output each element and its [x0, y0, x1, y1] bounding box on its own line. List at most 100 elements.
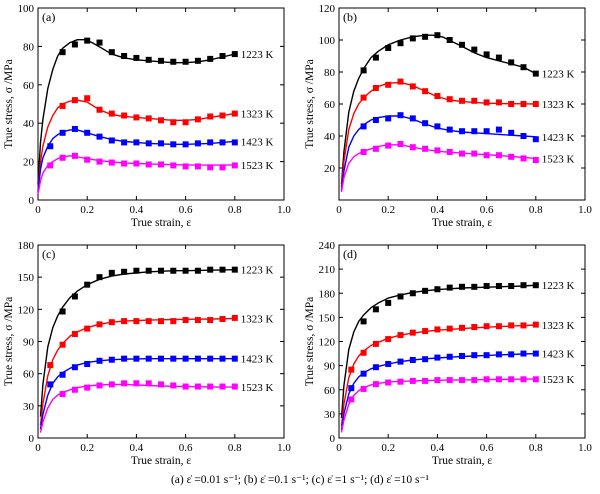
data-point: [446, 37, 453, 43]
data-point: [532, 376, 539, 383]
data-point: [121, 380, 128, 387]
data-point: [219, 355, 226, 362]
data-point: [158, 318, 164, 325]
data-point: [446, 284, 453, 291]
chart-panel-a: 0 0.2 0.4 0.6 0.8 1.0 0 20 40 60 80 100 True strain,…: [3, 3, 291, 229]
data-point: [231, 266, 238, 273]
data-point: [71, 97, 78, 104]
data-point: [71, 293, 78, 300]
series-label: 1223 K: [241, 265, 274, 277]
y-tick-label: 60: [23, 80, 35, 92]
data-point: [207, 355, 214, 362]
series-label: 1323 K: [241, 313, 274, 325]
data-point: [532, 321, 539, 328]
data-point: [133, 160, 140, 167]
data-point: [409, 83, 416, 90]
data-point: [434, 32, 441, 39]
x-tick-label: 0.8: [529, 442, 543, 454]
x-tick-label: 0.4: [130, 204, 144, 216]
data-point: [397, 378, 404, 385]
data-point: [532, 282, 539, 289]
data-point: [59, 308, 66, 315]
data-point: [231, 162, 238, 169]
data-point: [520, 282, 527, 289]
data-point: [520, 133, 527, 139]
y-tick-label: 90: [324, 361, 336, 373]
data-point: [145, 56, 152, 63]
data-point: [133, 355, 140, 362]
x-tick-label: 0.2: [381, 204, 395, 216]
series-label: 1523 K: [241, 382, 274, 394]
x-tick-label: 1.0: [277, 204, 291, 216]
data-point: [495, 99, 502, 106]
y-tick-label: 60: [324, 99, 336, 111]
data-point: [194, 163, 201, 170]
data-point: [520, 64, 527, 71]
data-point: [483, 99, 490, 106]
data-point: [108, 269, 115, 276]
data-point: [446, 126, 453, 133]
data-point: [508, 322, 515, 329]
chart-panel-d: 0 0.2 0.4 0.6 0.8 1.0 0 30 60 90 120 150 180 210 240 Tr…: [304, 240, 592, 467]
data-point: [360, 318, 367, 325]
data-point: [446, 325, 453, 332]
y-tick-label: 20: [23, 157, 35, 169]
data-point: [459, 377, 465, 384]
data-point: [348, 385, 355, 392]
data-point: [96, 39, 103, 46]
data-point: [348, 396, 355, 403]
data-point: [409, 290, 416, 297]
x-axis-label: True strain, ε: [131, 217, 191, 229]
data-point: [71, 386, 78, 393]
y-tick-label: 120: [319, 3, 336, 15]
data-point: [372, 306, 379, 313]
y-tick-label: 120: [18, 304, 35, 316]
data-point: [397, 112, 404, 119]
data-point: [372, 340, 379, 347]
x-tick-label: 0.2: [381, 442, 395, 454]
data-point: [520, 376, 527, 383]
data-point: [133, 380, 140, 387]
series-label: 1223 K: [542, 69, 575, 81]
series-line-4: [39, 383, 235, 433]
data-point: [372, 85, 379, 91]
data-point: [182, 267, 189, 274]
series-label: 1423 K: [542, 349, 575, 361]
chart-panel-b: 0 0.2 0.4 0.6 0.8 1.0 20 40 60 80 100 120 True strai…: [304, 3, 592, 229]
data-point: [532, 70, 539, 77]
data-point: [434, 123, 441, 130]
data-point: [182, 141, 189, 148]
data-point: [170, 58, 177, 65]
data-point: [495, 283, 502, 290]
data-point: [133, 114, 140, 121]
data-point: [170, 119, 177, 126]
data-point: [194, 317, 201, 324]
data-point: [182, 383, 189, 390]
data-point: [47, 362, 54, 369]
data-point: [409, 329, 416, 336]
data-point: [434, 326, 441, 333]
data-point: [108, 49, 115, 56]
data-point: [471, 128, 478, 135]
data-point: [385, 45, 392, 51]
data-point: [508, 283, 515, 290]
data-point: [422, 287, 429, 294]
data-point: [133, 318, 140, 325]
x-tick-label: 0.8: [228, 442, 242, 454]
data-point: [495, 351, 502, 358]
data-point: [59, 49, 66, 56]
x-axis-label: True strain, ε: [131, 455, 191, 467]
data-point: [446, 149, 453, 155]
data-point: [71, 152, 78, 159]
data-point: [508, 59, 515, 66]
x-tick-label: 0: [336, 442, 342, 454]
data-point: [194, 267, 201, 274]
x-tick-label: 0: [336, 204, 342, 216]
series-label: 1423 K: [241, 136, 274, 148]
data-point: [47, 162, 54, 169]
data-point: [121, 355, 128, 362]
data-point: [385, 299, 392, 306]
data-point: [372, 117, 379, 123]
y-tick-label: 0: [29, 433, 35, 445]
data-point: [133, 139, 140, 146]
